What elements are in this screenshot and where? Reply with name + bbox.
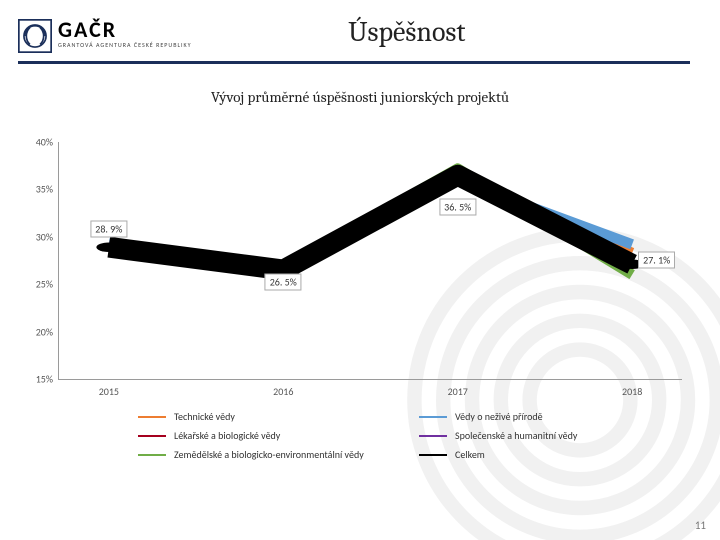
legend-swatch — [138, 435, 166, 437]
series-marker — [96, 242, 121, 251]
chart-title: Vývoj průměrné úspěšnosti juniorských pr… — [0, 88, 720, 106]
legend-swatch — [419, 416, 447, 418]
x-tick: 2016 — [273, 385, 293, 398]
logo-sub-text: GRANTOVÁ AGENTURA ČESKÉ REPUBLIKY — [58, 41, 192, 49]
y-tick: 40% — [36, 136, 53, 149]
page-number: 11 — [695, 519, 706, 532]
legend: Technické vědy Vědy o neživé přírodě Lékař… — [138, 410, 660, 480]
data-label: 28. 9% — [90, 221, 127, 238]
legend-label: Společenské a humanitní vědy — [455, 429, 577, 442]
page-title: Úspěšnost — [348, 16, 465, 48]
header-rule — [18, 61, 690, 64]
x-tick: 2018 — [622, 385, 642, 398]
chart: 15%20%25%30%35%40%201520162017201828. 9%… — [18, 142, 690, 480]
header: GAČR GRANTOVÁ AGENTURA ČESKÉ REPUBLIKY Ú… — [0, 0, 720, 64]
series-line — [109, 175, 632, 270]
legend-item: Společenské a humanitní vědy — [419, 429, 660, 442]
y-tick: 15% — [36, 373, 53, 386]
legend-swatch — [419, 454, 447, 456]
data-label: 36. 5% — [439, 199, 476, 216]
x-tick: 2015 — [99, 385, 119, 398]
logo-main-text: GAČR — [58, 19, 192, 41]
legend-item: Zemědělské a biologicko-environmentální … — [138, 448, 379, 461]
y-tick: 20% — [36, 325, 53, 338]
y-tick: 35% — [36, 183, 53, 196]
legend-item: Technické vědy — [138, 410, 379, 423]
series-marker — [445, 170, 470, 179]
y-tick: 30% — [36, 230, 53, 243]
legend-swatch — [419, 435, 447, 437]
logo-icon — [18, 19, 52, 53]
legend-swatch — [138, 416, 166, 418]
legend-label: Zemědělské a biologicko-environmentální … — [174, 448, 364, 461]
logo: GAČR GRANTOVÁ AGENTURA ČESKÉ REPUBLIKY — [18, 19, 192, 53]
legend-swatch — [138, 454, 166, 456]
legend-item: Lékařské a biologické vědy — [138, 429, 379, 442]
legend-item: Vědy o neživé přírodě — [419, 410, 660, 423]
legend-item: Celkem — [419, 448, 660, 461]
legend-label: Celkem — [455, 448, 485, 461]
line-chart-svg — [59, 142, 682, 379]
data-label: 26. 5% — [265, 274, 302, 291]
data-label: 27. 1% — [638, 251, 675, 268]
legend-label: Technické vědy — [174, 410, 235, 423]
y-tick: 25% — [36, 278, 53, 291]
plot-area: 15%20%25%30%35%40%201520162017201828. 9%… — [58, 142, 682, 380]
x-tick: 2017 — [448, 385, 468, 398]
legend-label: Lékařské a biologické vědy — [174, 429, 280, 442]
legend-label: Vědy o neživé přírodě — [455, 410, 543, 423]
